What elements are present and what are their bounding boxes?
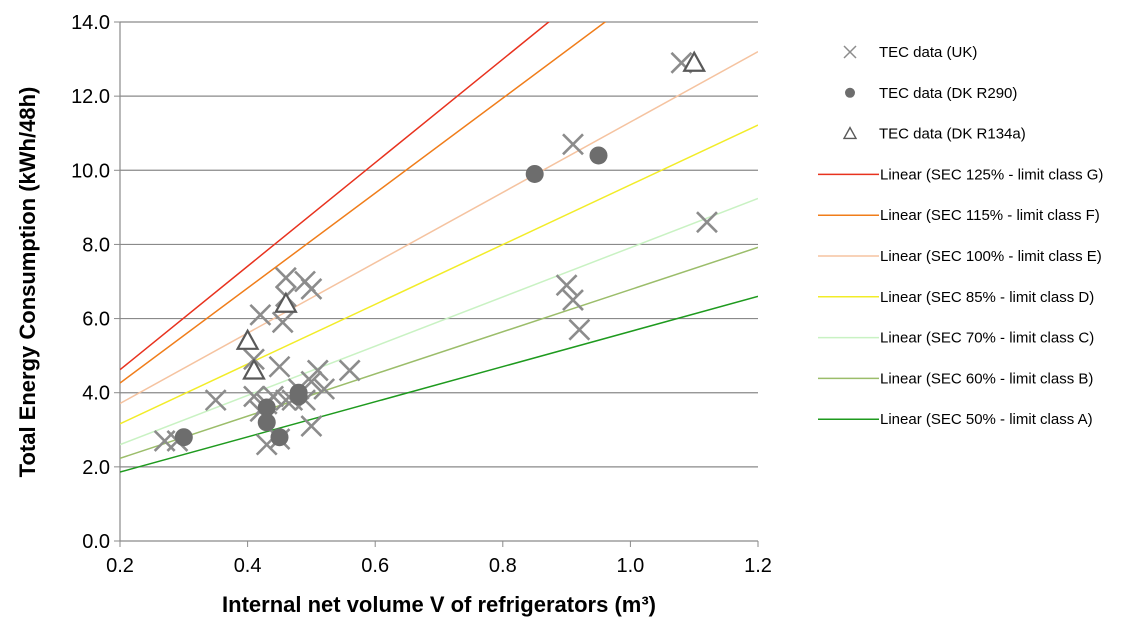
data-point [300, 277, 323, 300]
data-point-stroke [696, 211, 718, 234]
data-point-stroke [204, 389, 227, 412]
trend-line-2 [120, 22, 607, 384]
data-point [525, 164, 544, 183]
x-tick-label: 1.2 [744, 555, 772, 577]
data-point-stroke [300, 415, 323, 437]
data-point-stroke [562, 133, 584, 156]
legend-label: Linear (SEC 70% - limit class C) [880, 330, 1094, 347]
data-point [289, 383, 308, 402]
data-point-stroke [243, 385, 265, 408]
legend-label: Linear (SEC 115% - limit class F) [880, 207, 1100, 224]
data-point-stroke [562, 289, 584, 311]
y-tick-label: 2.0 [82, 457, 110, 479]
y-tick-label: 14.0 [71, 12, 110, 34]
data-point-stroke [313, 378, 336, 400]
legend: TEC data (UK) TEC data (DK R290) TEC data … [818, 44, 1103, 428]
legend-label: Linear (SEC 60% - limit class B) [880, 370, 1093, 387]
data-point [257, 413, 276, 432]
data-point [300, 415, 323, 437]
data-point [174, 428, 193, 447]
trend-line-6 [120, 246, 758, 460]
data-point [257, 398, 276, 417]
data-point-stroke [306, 359, 329, 382]
y-tick-label: 0.0 [82, 531, 110, 553]
y-axis-title: Total Energy Consumption (kWh/48h) [15, 87, 40, 478]
data-point [249, 303, 272, 326]
legend-marker [845, 87, 855, 98]
trend-line-5 [120, 197, 758, 446]
y-tick-label: 6.0 [82, 309, 110, 331]
x-tick-label: 0.8 [489, 555, 517, 577]
data-point [562, 133, 584, 156]
grid [120, 21, 758, 468]
legend-marker [842, 126, 858, 140]
y-tick-label: 10.0 [71, 160, 110, 182]
legend-label: Linear (SEC 50% - limit class A) [880, 411, 1093, 428]
trend-line-3 [120, 51, 758, 405]
data-point [235, 328, 260, 350]
legend-label: TEC data (DK R290) [879, 85, 1017, 102]
x-axis-title: Internal net volume V of refrigerators (… [222, 592, 656, 617]
trend-line-4 [120, 124, 758, 425]
legend-marker-stroke [843, 45, 857, 59]
data-point-stroke [274, 266, 297, 289]
data-point-stroke [670, 51, 693, 74]
legend-label: Linear (SEC 125% - limit class G) [880, 166, 1103, 183]
legend-marker [843, 45, 857, 59]
data-point [338, 359, 361, 382]
data-point [274, 266, 297, 289]
trend-lines [120, 22, 758, 473]
data-point [568, 318, 591, 341]
y-tick-label: 12.0 [71, 86, 110, 108]
data-point [313, 378, 336, 400]
data-point [696, 211, 718, 234]
data-points [153, 50, 718, 456]
data-point-stroke [338, 359, 361, 382]
legend-label: Linear (SEC 100% - limit class E) [880, 248, 1102, 265]
data-point-stroke [249, 303, 272, 326]
x-tick-label: 1.0 [616, 555, 644, 577]
legend-label: TEC data (DK R134a) [879, 126, 1026, 143]
axes [114, 21, 759, 547]
y-tick-label: 8.0 [82, 234, 110, 256]
data-point [242, 358, 266, 380]
trend-line-1 [120, 22, 550, 371]
data-point [306, 359, 329, 382]
data-point-stroke [568, 318, 591, 341]
y-tick-label: 4.0 [82, 383, 110, 405]
data-point [555, 274, 578, 297]
data-point-stroke [300, 277, 323, 300]
legend-label: TEC data (UK) [879, 44, 977, 61]
x-tick-label: 0.6 [361, 555, 389, 577]
x-tick-label: 0.4 [234, 555, 262, 577]
trend-line-7 [120, 295, 758, 473]
data-point [270, 428, 289, 447]
data-point [271, 311, 294, 334]
data-point [562, 289, 584, 311]
data-point-stroke [555, 274, 578, 297]
data-point-stroke [271, 311, 294, 334]
data-point [274, 291, 298, 313]
data-point [268, 355, 291, 378]
legend-label: Linear (SEC 85% - limit class D) [880, 289, 1094, 306]
data-point [204, 389, 227, 412]
data-point [682, 50, 707, 72]
x-tick-label: 0.2 [106, 555, 134, 577]
data-point-stroke [268, 355, 291, 378]
tick-labels: 0.0 2.0 4.0 6.0 8.0 10.0 12.0 14.0 0.2 0.4 0.6 0.8 1… [71, 12, 772, 577]
data-point [589, 146, 608, 165]
